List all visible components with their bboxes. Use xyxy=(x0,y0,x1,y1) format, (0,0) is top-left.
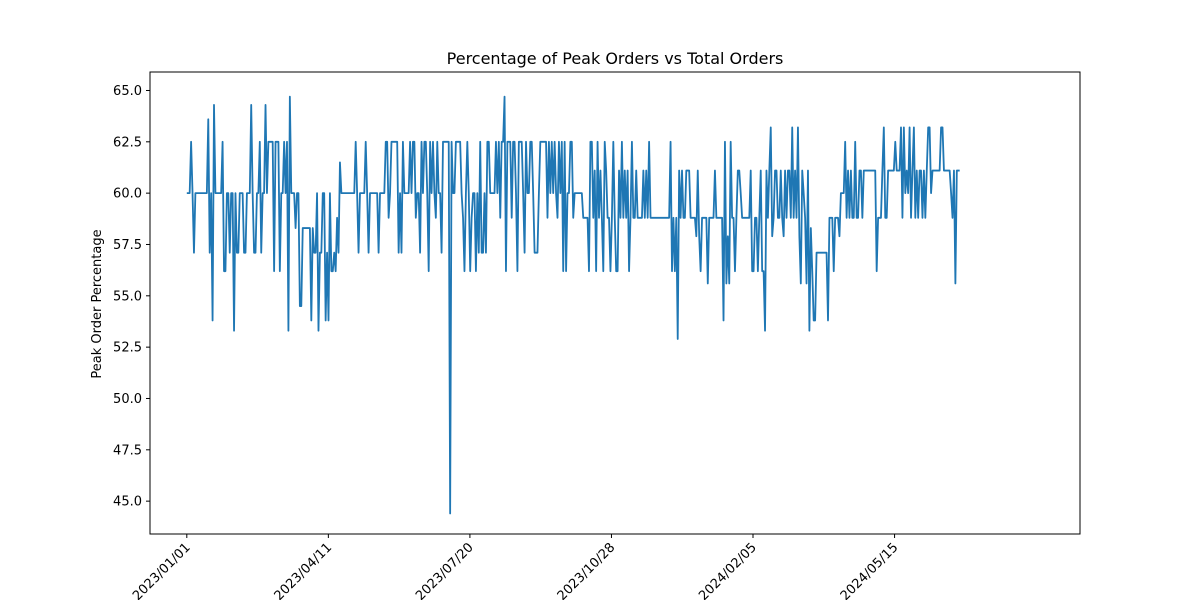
y-tick-label: 60.0 xyxy=(113,187,142,202)
y-axis-title: Peak Order Percentage xyxy=(90,229,105,378)
series-line xyxy=(186,95,960,515)
chart-title: Percentage of Peak Orders vs Total Order… xyxy=(447,49,784,68)
y-tick-label: 57.5 xyxy=(113,238,142,253)
y-tick-label: 47.5 xyxy=(113,443,142,458)
y-tick-label: 62.5 xyxy=(113,135,142,150)
y-axis: 45.0 47.5 50.0 52.5 55.0 57.5 60.0 62.5 65.0 xyxy=(113,84,150,510)
plot-area xyxy=(186,95,960,515)
plot-frame xyxy=(149,71,1081,535)
y-tick-label: 65.0 xyxy=(113,84,142,99)
y-tick-label: 45.0 xyxy=(113,495,142,510)
y-tick-label: 52.5 xyxy=(113,341,142,356)
y-tick-label: 50.0 xyxy=(113,392,142,407)
y-tick-label: 55.0 xyxy=(113,289,142,304)
